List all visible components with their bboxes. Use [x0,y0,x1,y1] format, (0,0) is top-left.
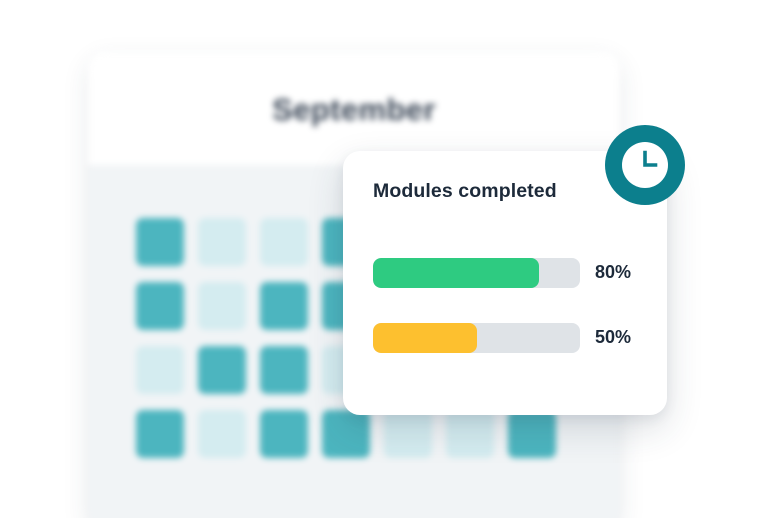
progress-track [373,323,580,353]
progress-row: 80% [373,258,641,288]
heatmap-cell [260,282,308,330]
heatmap-cell [136,218,184,266]
clock-icon [622,142,668,188]
calendar-month-title: September [272,92,436,127]
heatmap-cell [446,410,494,458]
heatmap-cell [198,346,246,394]
heatmap-cell [260,410,308,458]
progress-fill [373,258,539,288]
heatmap-cell [384,410,432,458]
heatmap-cell [260,218,308,266]
modules-completed-card: Modules completed 80% 50% [343,151,667,415]
progress-track [373,258,580,288]
progress-fill [373,323,477,353]
progress-value-label: 80% [595,262,632,282]
heatmap-cell [136,282,184,330]
clock-badge[interactable] [605,125,685,205]
calendar-heatmap-grid [136,218,596,508]
heatmap-cell [136,410,184,458]
heatmap-cell [508,410,556,458]
progress-row: 50% [373,323,641,353]
heatmap-cell [198,410,246,458]
heatmap-cell [136,346,184,394]
progress-value-label: 50% [595,327,632,347]
card-title: Modules completed [373,180,557,202]
heatmap-cell [198,282,246,330]
heatmap-cell [198,218,246,266]
heatmap-cell [260,346,308,394]
heatmap-cell [322,410,370,458]
